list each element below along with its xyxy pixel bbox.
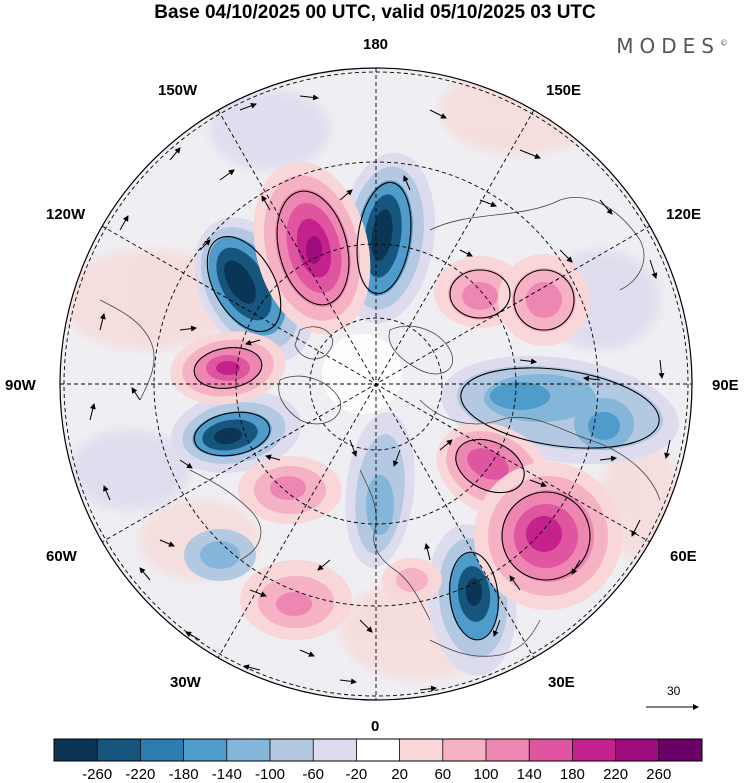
lon-label-30e: 30E [548, 674, 575, 691]
high-40e [474, 462, 622, 610]
colorbar-tick-label: -180 [168, 766, 199, 783]
colorbar-tick-label: -220 [125, 766, 156, 783]
brand-mark: © [720, 38, 728, 48]
lon-label-120e: 120E [666, 206, 702, 223]
lon-label-30w: 30W [170, 674, 201, 691]
brand-name: MODES [616, 34, 720, 58]
graticule [60, 68, 692, 700]
colorbar-swatch [572, 739, 616, 761]
high-10e [382, 558, 442, 602]
coastlines [99, 197, 661, 657]
contour-lines [193, 181, 660, 641]
colorbar-tick-label: -260 [82, 766, 113, 783]
colorbar-swatch [529, 739, 573, 761]
colorbar-swatch [615, 739, 660, 761]
colorbar-tick-label: -140 [211, 766, 242, 783]
anomaly-field [60, 68, 680, 692]
colorbar-tick-label: 60 [434, 766, 452, 783]
lon-label-120w: 120W [46, 206, 86, 223]
colorbar-tick-label: 180 [559, 766, 585, 783]
lon-label-60e: 60E [670, 548, 697, 565]
colorbar-tick-label: 220 [603, 766, 629, 783]
lon-label-90w: 90W [5, 377, 36, 394]
low-40w [184, 529, 256, 581]
colorbar-tick-label: 20 [391, 766, 408, 783]
lon-label-60w: 60W [46, 548, 77, 565]
low-15e [345, 412, 415, 568]
low-75w [170, 390, 302, 474]
lon-label-0: 0 [371, 718, 380, 735]
colorbar-tick-label: -60 [302, 766, 325, 783]
lon-label-180: 180 [363, 36, 389, 53]
colorbar-swatch [97, 739, 141, 761]
colorbar-swatch [658, 739, 703, 761]
colorbar-swatch [226, 739, 271, 761]
colorbar-tick-label: -100 [254, 766, 286, 783]
colorbar-swatch [313, 739, 357, 761]
colorbar-swatch [356, 739, 400, 761]
reference-vector-value: 30 [667, 684, 681, 698]
modes-logo: MODES© [616, 34, 728, 58]
high-30w [240, 560, 352, 640]
colorbar-tick-label: 260 [646, 766, 672, 783]
colorbar [53, 738, 703, 762]
map-title: Base 04/10/2025 00 UTC, valid 05/10/2025… [154, 2, 596, 23]
colorbar-swatch [270, 739, 314, 761]
lon-label-90e: 90E [712, 377, 739, 394]
colorbar-swatch [486, 739, 530, 761]
lon-label-150w: 150W [158, 82, 198, 99]
colorbar-tick-label: 140 [516, 766, 542, 783]
lon-label-150e: 150E [546, 82, 582, 99]
map-border [59, 67, 693, 701]
colorbar-tick-label: 100 [473, 766, 499, 783]
colorbar-swatch [183, 739, 228, 761]
colorbar-swatch [399, 739, 444, 761]
colorbar-swatch [140, 739, 184, 761]
colorbar-swatch [54, 739, 98, 761]
high-105w [170, 331, 286, 405]
colorbar-border [53, 738, 703, 762]
colorbar-tick-label: -20 [345, 766, 368, 783]
colorbar-swatch [442, 739, 487, 761]
high-115e [498, 254, 590, 346]
low-150w [194, 217, 314, 363]
